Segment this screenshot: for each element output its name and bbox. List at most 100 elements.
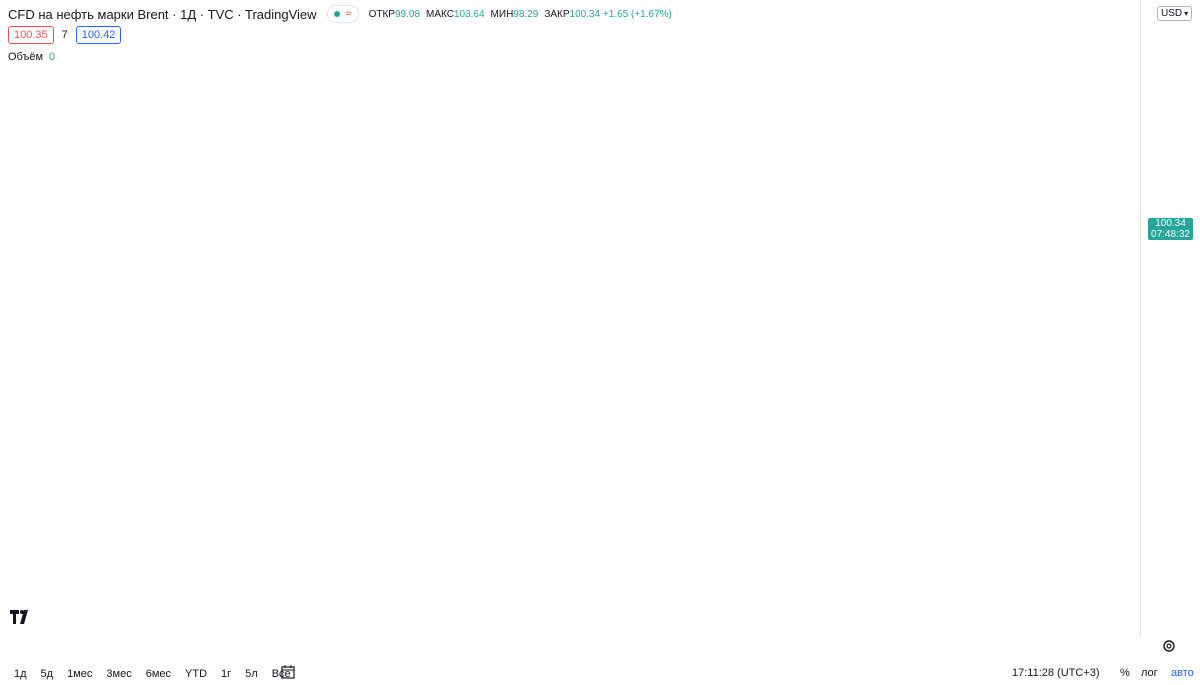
candle-body xyxy=(59,274,63,285)
symbol-title[interactable]: CFD на нефть марки Brent · 1Д · TVC · Tr… xyxy=(8,6,317,22)
buy-price-button[interactable]: 100.42 xyxy=(75,26,122,44)
candle-body xyxy=(37,302,41,308)
x-tick-label: Апр xyxy=(819,642,837,653)
log-scale-toggle[interactable]: лог xyxy=(1141,667,1158,679)
candle-body xyxy=(923,311,927,317)
candle-body xyxy=(998,316,1002,326)
candle-body xyxy=(447,417,451,431)
candle-body xyxy=(985,302,989,308)
price-chart[interactable]: 10.0020.0030.0040.0050.0060.0070.0080.00… xyxy=(0,0,1200,663)
auto-scale-toggle[interactable]: авто xyxy=(1171,667,1194,679)
candle-body xyxy=(967,274,971,285)
candle-body xyxy=(844,329,848,335)
sell-price-button[interactable]: 100.35 xyxy=(8,26,54,44)
candle-body xyxy=(548,485,552,495)
candle-body xyxy=(619,458,623,463)
price-axis[interactable] xyxy=(1140,0,1200,637)
candle-body xyxy=(473,513,477,523)
chart-grid xyxy=(0,0,1140,638)
candle-body xyxy=(169,366,173,376)
clock-timezone[interactable]: 17:11:28 (UTC+3) xyxy=(1012,667,1100,679)
candle-body xyxy=(456,444,460,454)
bid-ask-row: 100.35 7 100.42 xyxy=(8,26,122,44)
candle-body xyxy=(544,494,548,505)
candle-body xyxy=(654,467,658,477)
candle-body xyxy=(121,380,125,399)
candle-body xyxy=(1015,334,1019,349)
candle-body xyxy=(650,472,654,477)
candle-body xyxy=(1077,233,1081,239)
candle-body xyxy=(610,453,614,459)
candle-body xyxy=(866,311,870,313)
currency-button[interactable]: USD ▾ xyxy=(1157,6,1193,21)
time-axis-labels: Авг 15 2019 Апр Июл Окт 2020 Апр Июл Окт 2021 Апр Ию… xyxy=(2,642,1127,653)
candle-body xyxy=(742,384,746,395)
candle-body xyxy=(901,320,905,330)
candle-body xyxy=(738,394,742,404)
candle-body xyxy=(209,325,213,335)
calendar-range-icon[interactable] xyxy=(281,665,295,684)
timeframe-1y[interactable]: 1г xyxy=(221,668,232,680)
timeframe-5y[interactable]: 5л xyxy=(245,668,258,680)
timeframe-6m[interactable]: 6мес xyxy=(145,668,172,680)
candle-body xyxy=(782,343,786,349)
candle-body xyxy=(381,366,385,381)
candle-body xyxy=(73,270,76,280)
candle-body xyxy=(302,384,306,395)
percent-scale-toggle[interactable]: % xyxy=(1120,667,1130,679)
timeframe-1d[interactable]: 1д xyxy=(14,668,27,680)
candle-body xyxy=(760,366,764,372)
candle-body xyxy=(183,352,187,358)
candle-body xyxy=(513,522,517,546)
timeframe-3m[interactable]: 3мес xyxy=(106,668,132,680)
candle-body xyxy=(804,362,808,372)
candle-body xyxy=(659,467,663,473)
candle-body xyxy=(33,307,37,312)
candle-body xyxy=(134,407,138,427)
candle-body xyxy=(227,325,231,335)
candle-body xyxy=(2,320,6,324)
ohlc-close: ЗАКР100.34 +1.65 (+1.67%) xyxy=(544,8,672,20)
candle-body xyxy=(125,380,129,390)
candle-body xyxy=(773,348,777,353)
candle-body xyxy=(368,375,372,385)
candle-body xyxy=(672,485,676,491)
candle-body xyxy=(332,348,336,376)
volume-legend[interactable]: Объём 0 xyxy=(8,51,55,63)
candle-body xyxy=(813,352,817,358)
ohlc-high: МАКС103.64 xyxy=(426,8,485,20)
candle-body xyxy=(315,389,319,399)
candle-body xyxy=(1090,215,1094,220)
x-tick-label: Апр xyxy=(198,642,216,653)
candle-body xyxy=(249,371,253,376)
gear-icon[interactable] xyxy=(1161,638,1177,659)
candle-body xyxy=(288,371,292,381)
candle-body xyxy=(297,389,301,395)
candle-body xyxy=(597,458,601,463)
timeframe-all[interactable]: Все xyxy=(271,668,291,680)
candle-body xyxy=(205,334,209,340)
candle-body xyxy=(857,316,861,321)
candle-body xyxy=(161,371,165,381)
candle-body xyxy=(500,499,504,514)
candle-body xyxy=(795,362,799,367)
market-status-badge[interactable]: ≈ xyxy=(326,5,359,23)
candle-body xyxy=(570,462,574,468)
timeframe-1m[interactable]: 1мес xyxy=(67,668,93,680)
timeframe-5d[interactable]: 5д xyxy=(40,668,54,680)
timeframe-ytd[interactable]: YTD xyxy=(185,668,208,680)
candle-body xyxy=(178,357,182,363)
bar-countdown: 07:48:32 xyxy=(1151,229,1190,240)
candle-body xyxy=(187,352,191,358)
candle-body xyxy=(575,462,579,468)
candle-body xyxy=(976,288,980,298)
candle-body xyxy=(941,284,945,294)
candle-body xyxy=(1068,242,1072,248)
candle-body xyxy=(694,444,698,454)
candle-body xyxy=(1011,339,1015,349)
candle-body xyxy=(15,316,19,330)
candle-body xyxy=(1024,316,1028,326)
candle-body xyxy=(800,366,804,372)
tradingview-logo-icon[interactable] xyxy=(10,610,32,629)
x-tick-label: Июл xyxy=(275,642,295,653)
